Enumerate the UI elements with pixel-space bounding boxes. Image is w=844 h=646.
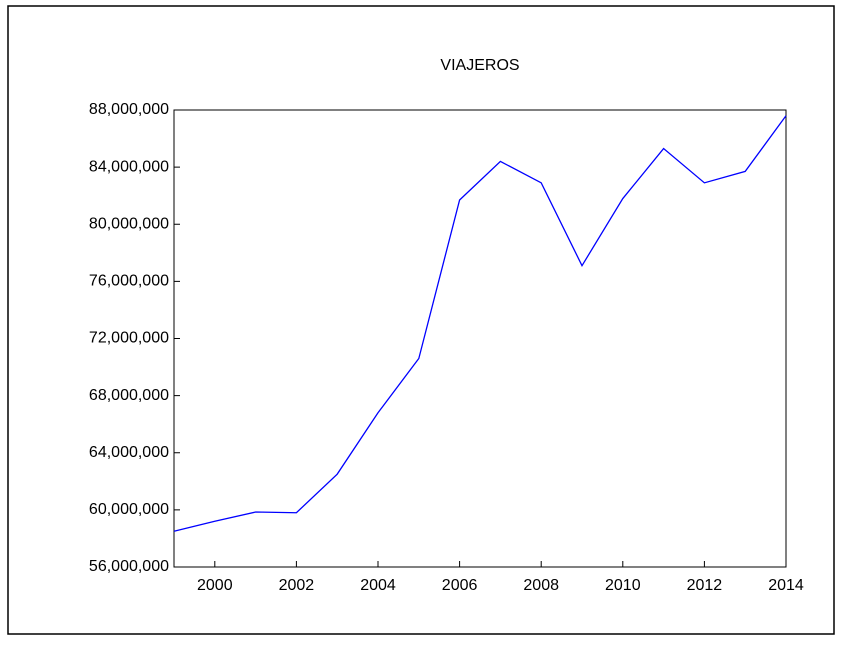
x-tick-label: 2014 xyxy=(768,577,804,594)
plot-area xyxy=(173,109,787,568)
y-tick-label: 60,000,000 xyxy=(89,501,169,518)
x-tick-label: 2004 xyxy=(360,577,396,594)
frame xyxy=(7,5,835,635)
y-tick-label: 84,000,000 xyxy=(89,158,169,175)
x-tick-label: 2002 xyxy=(279,577,315,594)
y-tick-label: 76,000,000 xyxy=(89,273,169,290)
chart-title: VIAJEROS xyxy=(440,57,519,74)
y-tick-label: 80,000,000 xyxy=(89,215,169,232)
y-tick-label: 56,000,000 xyxy=(89,558,169,575)
line-series xyxy=(173,115,787,532)
y-tick-label: 72,000,000 xyxy=(89,330,169,347)
y-tick-label: 64,000,000 xyxy=(89,444,169,461)
y-tick-label: 68,000,000 xyxy=(89,387,169,404)
x-tick-label: 2000 xyxy=(197,577,233,594)
x-tick-label: 2008 xyxy=(523,577,559,594)
x-tick-label: 2010 xyxy=(605,577,641,594)
y-tick-label: 88,000,000 xyxy=(89,101,169,118)
x-tick-label: 2012 xyxy=(687,577,723,594)
x-tick-label: 2006 xyxy=(442,577,478,594)
